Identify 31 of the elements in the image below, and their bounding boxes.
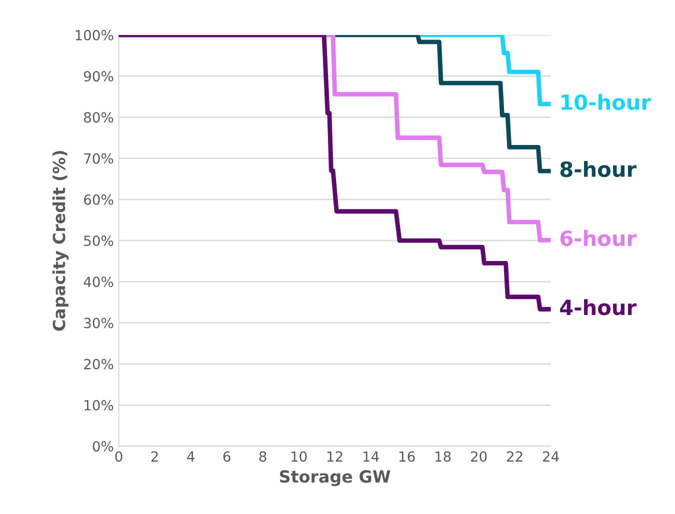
x-tick-label: 4 xyxy=(187,451,194,462)
x-tick-label: 18 xyxy=(435,451,451,462)
y-tick-label: 20% xyxy=(84,358,114,370)
series-label: 10-hour xyxy=(561,94,651,110)
x-tick-label: 20 xyxy=(470,451,487,462)
series-label: 6-hour xyxy=(560,230,636,246)
y-tick-label: 100% xyxy=(76,30,114,40)
x-tick-label: 0 xyxy=(115,451,122,462)
y-tick-label: 60% xyxy=(84,194,114,205)
x-tick-label: 8 xyxy=(259,451,266,462)
series-label: 4-hour xyxy=(560,299,636,316)
y-tick-label: 80% xyxy=(84,112,114,123)
x-tick-label: 10 xyxy=(291,451,307,462)
x-tick-label: 16 xyxy=(399,451,415,462)
y-tick-label: 40% xyxy=(84,276,114,288)
line-series xyxy=(417,34,551,106)
x-tick-label: 6 xyxy=(223,451,230,462)
x-tick-label: 2 xyxy=(151,451,158,462)
y-tick-label: 10% xyxy=(84,400,114,411)
y-tick-label: 70% xyxy=(84,153,114,164)
y-tick-label: 50% xyxy=(84,236,114,246)
x-tick-label: 14 xyxy=(363,451,379,462)
x-tick-label: 22 xyxy=(506,451,522,462)
x-axis-title: Storage GW xyxy=(280,470,390,486)
y-tick-label: 90% xyxy=(84,71,114,82)
y-tick-label: 30% xyxy=(84,318,114,328)
x-tick-label: 24 xyxy=(542,451,559,462)
series-label: 8-hour xyxy=(560,160,636,178)
y-tick-label: 0% xyxy=(92,441,114,452)
y-axis-title: Capacity Credit (%) xyxy=(52,150,69,331)
x-tick-label: 12 xyxy=(327,451,342,462)
